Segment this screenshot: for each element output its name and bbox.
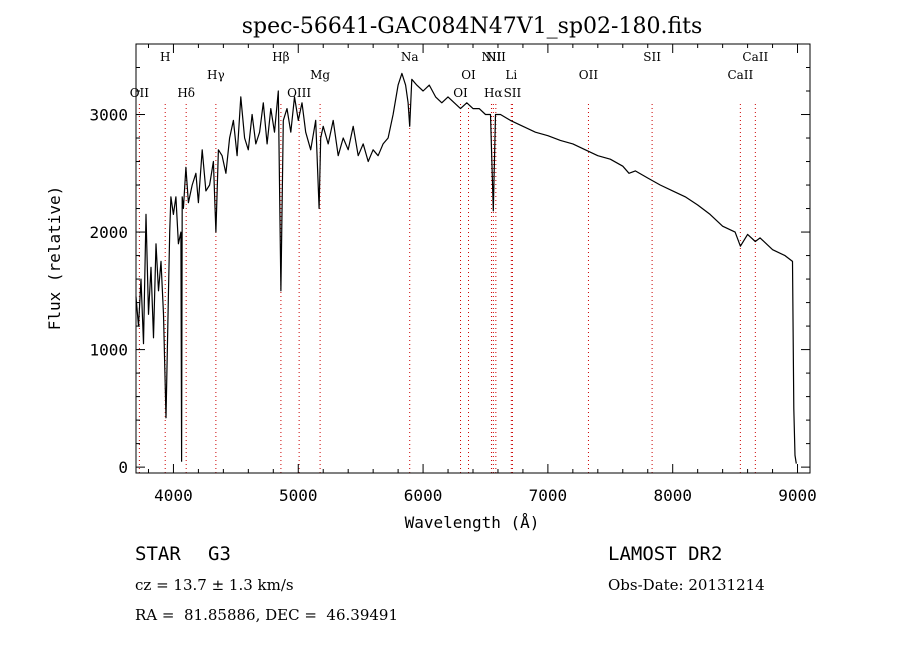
x-tick-label: 7000: [529, 486, 568, 505]
line-label-14: SII: [504, 86, 522, 100]
line-label-16: SII: [643, 50, 661, 64]
x-tick-label: 4000: [154, 486, 193, 505]
survey-name: LAMOST DR2: [608, 543, 723, 565]
y-axis-label: Flux (relative): [45, 186, 64, 331]
coordinates: RA = 81.85886, DEC = 46.39491: [135, 606, 399, 624]
line-label-6: Mg: [310, 68, 330, 82]
object-subclass: G3: [208, 543, 231, 565]
line-label-12: NII: [486, 50, 506, 64]
redshift-info: cz = 13.7 ± 1.3 km/s: [135, 576, 294, 594]
x-tick-label: 9000: [778, 486, 817, 505]
line-label-8: OI: [453, 86, 468, 100]
line-label-2: Hδ: [177, 86, 195, 100]
line-label-0: OII: [130, 86, 150, 100]
line-label-18: CaII: [742, 50, 768, 64]
y-tick-label: 0: [118, 458, 128, 477]
x-tick-label: 5000: [279, 486, 318, 505]
line-label-1: H: [160, 50, 170, 64]
spectrum-series: [135, 72, 797, 464]
y-tick-label: 3000: [89, 106, 128, 125]
x-tick-label: 6000: [404, 486, 443, 505]
line-label-4: Hβ: [272, 50, 289, 64]
line-label-5: OIII: [287, 86, 311, 100]
spectrum-line: [135, 72, 797, 464]
object-class: STAR: [135, 543, 181, 565]
line-label-17: CaII: [727, 68, 753, 82]
line-label-9: OI: [461, 68, 476, 82]
spectral-line-markers: OII H Hδ Hγ Hβ OIII Mg Na OI OI NII Hα NII Li SII OII SI…: [130, 50, 768, 473]
chart-title: spec-56641-GAC084N47V1_sp02-180.fits: [242, 14, 703, 39]
x-tick-label: 8000: [653, 486, 692, 505]
line-label-7: Na: [401, 50, 419, 64]
y-tick-label: 2000: [89, 223, 128, 242]
line-label-11: Hα: [484, 86, 503, 100]
observation-date: Obs-Date: 20131214: [608, 576, 765, 594]
y-tick-label: 1000: [89, 341, 128, 360]
line-label-15: OII: [579, 68, 599, 82]
line-label-3: Hγ: [207, 68, 225, 82]
line-label-10: NII: [481, 50, 501, 64]
axes: 4000 5000 6000 7000 8000 9000 0 1000 2000 3000: [89, 44, 817, 505]
x-axis-label: Wavelength (Å): [405, 513, 540, 532]
line-label-13: Li: [505, 68, 517, 82]
